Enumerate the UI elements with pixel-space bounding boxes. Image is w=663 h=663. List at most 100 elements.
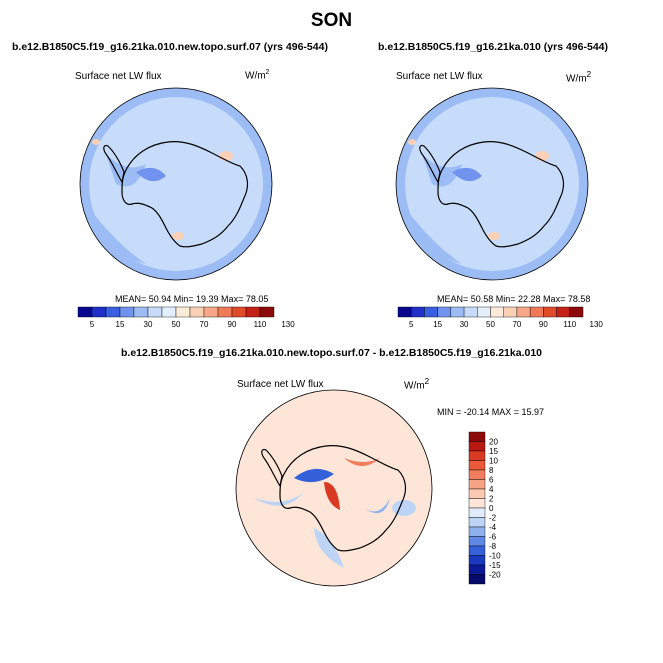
colorbar-tick-label: 90 bbox=[539, 320, 548, 329]
colorbar-tick-label: 15 bbox=[489, 447, 498, 456]
panel-3-title: b.e12.B1850C5.f19_g16.21ka.010.new.topo.… bbox=[120, 347, 543, 359]
colorbar-tick-label: -2 bbox=[489, 514, 497, 523]
colorbar-swatch bbox=[468, 469, 486, 480]
colorbar-tick-label: 130 bbox=[590, 320, 604, 329]
colorbar-swatch bbox=[468, 431, 486, 442]
colorbar-swatch bbox=[468, 555, 486, 566]
colorbar-tick-label: -10 bbox=[489, 552, 501, 561]
panel-3-units: W/m2 bbox=[404, 376, 430, 392]
panel-3-variable-label: Surface net LW flux bbox=[237, 379, 324, 390]
panel-2-stats: MEAN= 50.58 Min= 22.28 Max= 78.58 bbox=[437, 294, 591, 304]
panel-1-title: b.e12.B1850C5.f19_g16.21ka.010.new.topo.… bbox=[12, 41, 328, 53]
colorbar-tick-label: -20 bbox=[489, 571, 501, 580]
colorbar-swatch bbox=[203, 306, 219, 318]
colorbar-swatch bbox=[468, 536, 486, 547]
colorbar-tick-label: 50 bbox=[172, 320, 181, 329]
colorbar-tick-label: -6 bbox=[489, 533, 497, 542]
colorbar-swatch bbox=[245, 306, 261, 318]
colorbar-tick-label: -15 bbox=[489, 561, 501, 570]
flux-warm-spot bbox=[219, 151, 233, 161]
panel-2-units: W/m2 bbox=[566, 69, 592, 85]
colorbar-tick-label: 4 bbox=[489, 485, 494, 494]
flux-warm-spot bbox=[408, 139, 416, 145]
diff-positive-region bbox=[344, 458, 380, 466]
colorbar-swatch bbox=[217, 306, 233, 318]
colorbar-swatch bbox=[468, 450, 486, 461]
colorbar-tick-label: 15 bbox=[116, 320, 125, 329]
colorbar-swatch bbox=[437, 306, 452, 318]
colorbar-swatch bbox=[569, 306, 584, 318]
colorbar-tick-label: 30 bbox=[144, 320, 153, 329]
panel-2-title: b.e12.B1850C5.f19_g16.21ka.010 (yrs 496-… bbox=[378, 41, 608, 53]
colorbar-swatch bbox=[503, 306, 518, 318]
colorbar-tick-label: 10 bbox=[489, 457, 498, 466]
diff-negative-region bbox=[294, 468, 334, 483]
map-border bbox=[235, 389, 433, 587]
colorbar-tick-label: -4 bbox=[489, 523, 497, 532]
map-panel-3 bbox=[235, 389, 433, 587]
colorbar-tick-label: 20 bbox=[489, 438, 498, 447]
colorbar-swatch bbox=[468, 574, 486, 585]
colorbar-swatch bbox=[516, 306, 531, 318]
colorbar-swatch bbox=[175, 306, 191, 318]
panel-3-stats: MIN = -20.14 MAX = 15.97 bbox=[437, 407, 545, 417]
map-panel-1 bbox=[79, 87, 273, 281]
colorbar-swatch bbox=[468, 498, 486, 509]
diff-negative-region bbox=[314, 528, 344, 568]
figure-title: SON bbox=[310, 10, 353, 31]
colorbar-swatch bbox=[119, 306, 135, 318]
colorbar-swatch bbox=[543, 306, 557, 318]
panel-1-stats: MEAN= 50.94 Min= 19.39 Max= 78.05 bbox=[115, 294, 269, 304]
colorbar-tick-label: 5 bbox=[90, 320, 95, 329]
colorbar-tick-label: 8 bbox=[489, 466, 494, 475]
map-background bbox=[80, 88, 272, 280]
colorbar-swatch bbox=[468, 507, 486, 518]
diff-negative-region bbox=[364, 498, 390, 514]
colorbar-tick-label: 90 bbox=[228, 320, 237, 329]
colorbar-swatch bbox=[468, 526, 486, 537]
flux-minimum bbox=[136, 167, 166, 182]
colorbar-swatch bbox=[450, 306, 465, 318]
colorbar-swatch bbox=[397, 306, 412, 318]
colorbar-tick-label: 130 bbox=[281, 320, 295, 329]
map-panel-2 bbox=[395, 87, 589, 281]
diff-negative-region bbox=[254, 492, 304, 506]
colorbar-swatch bbox=[556, 306, 570, 318]
diff-negative-region bbox=[392, 500, 416, 516]
diff-positive-region bbox=[324, 482, 340, 510]
colorbar-swatch bbox=[490, 306, 504, 318]
colorbar-tick-label: 70 bbox=[200, 320, 209, 329]
colorbar-swatch bbox=[468, 488, 486, 499]
colorbar-2: 5 15 30 50 70 90 110 130 bbox=[397, 306, 604, 329]
colorbar-swatch bbox=[468, 517, 486, 528]
colorbar-swatch bbox=[231, 306, 247, 318]
colorbar-tick-label: 5 bbox=[409, 320, 414, 329]
colorbar-tick-label: 0 bbox=[489, 504, 494, 513]
colorbar-tick-label: 2 bbox=[489, 495, 494, 504]
colorbar-swatch bbox=[105, 306, 121, 318]
colorbar-swatch bbox=[91, 306, 107, 318]
flux-warm-spot bbox=[92, 139, 100, 145]
flux-minimum bbox=[452, 167, 482, 182]
colorbar-swatch bbox=[259, 306, 275, 318]
colorbar-swatch bbox=[77, 306, 93, 318]
colorbar-swatch bbox=[529, 306, 544, 318]
colorbar-swatch bbox=[133, 306, 149, 318]
colorbar-swatch bbox=[468, 460, 486, 471]
colorbar-tick-label: 50 bbox=[486, 320, 495, 329]
colorbar-swatch bbox=[161, 306, 177, 318]
colorbar-swatch bbox=[468, 441, 486, 452]
flux-warm-spot bbox=[488, 232, 500, 240]
map-border bbox=[395, 87, 589, 281]
colorbar-swatch bbox=[424, 306, 438, 318]
colorbar-swatch bbox=[147, 306, 163, 318]
panel-2-variable-label: Surface net LW flux bbox=[396, 71, 483, 82]
colorbar-swatch bbox=[463, 306, 478, 318]
map-background bbox=[396, 88, 588, 280]
colorbar-swatch bbox=[477, 306, 491, 318]
colorbar-swatch bbox=[411, 306, 425, 318]
panel-1-variable-label: Surface net LW flux bbox=[75, 71, 162, 82]
colorbar-tick-label: 6 bbox=[489, 476, 494, 485]
